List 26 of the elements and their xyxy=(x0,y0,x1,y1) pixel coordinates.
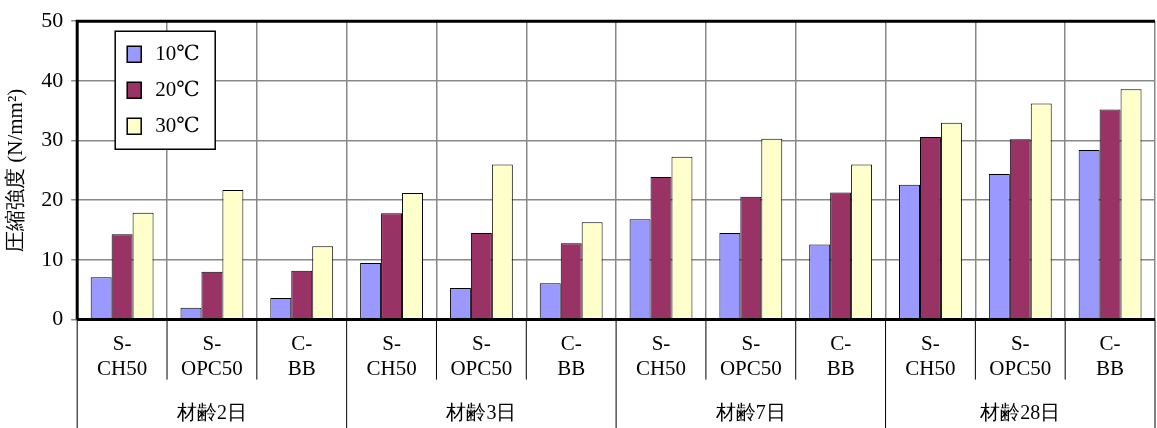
x-tick-label: C-BB xyxy=(1096,330,1125,380)
legend-label: 10℃ xyxy=(155,40,200,65)
y-tick-label: 10 xyxy=(41,245,64,271)
legend-label: 20℃ xyxy=(155,76,200,101)
text: 材齢3日 xyxy=(445,401,517,424)
text: 材齢28日 xyxy=(979,401,1061,424)
y-tick-label: 50 xyxy=(41,6,64,32)
x-tick-label: S-CH50 xyxy=(366,330,417,380)
x-tick-label: S-CH50 xyxy=(635,330,687,380)
y-tick-label: 0 xyxy=(52,305,64,331)
y-tick-label: 40 xyxy=(41,66,64,92)
x-tick-label: C-BB xyxy=(557,330,586,380)
x-tick-label: S-OPC50 xyxy=(989,330,1052,380)
x-tick-label: S-OPC50 xyxy=(719,330,782,380)
legend-label: 30℃ xyxy=(155,112,200,137)
x-tick-label: S-OPC50 xyxy=(181,330,243,380)
y-axis-title: 圧縮強度 (N/mm²) xyxy=(3,88,28,252)
x-tick-label: C-BB xyxy=(287,330,316,380)
x-tick-label: S-CH50 xyxy=(905,330,956,380)
y-tick-label: 30 xyxy=(41,126,64,152)
x-tick-label: S-CH50 xyxy=(97,330,148,380)
text: 材齢2日 xyxy=(175,401,247,424)
y-tick-label: 20 xyxy=(41,186,64,212)
text: 材齢7日 xyxy=(714,401,786,424)
x-tick-label: C-BB xyxy=(826,330,855,380)
x-tick-label: S-OPC50 xyxy=(450,330,513,380)
